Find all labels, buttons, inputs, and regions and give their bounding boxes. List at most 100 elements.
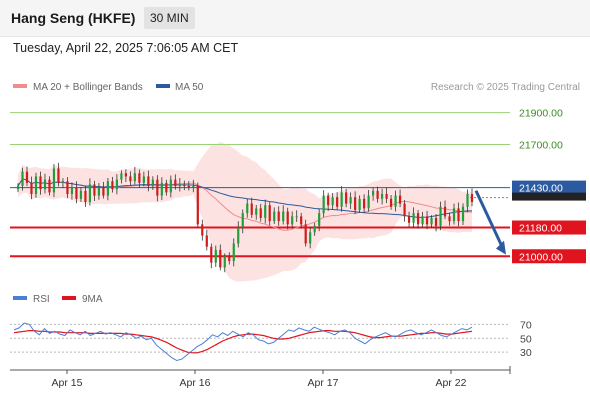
candle-body [25, 171, 29, 183]
candle-body [398, 195, 402, 204]
candle-body [309, 232, 312, 244]
candle-body [421, 216, 424, 225]
candle-body [394, 195, 397, 207]
candle-body [349, 197, 352, 204]
candle-body [363, 198, 366, 209]
candle-body [196, 186, 199, 225]
level-label-21900.00: 21900.00 [519, 108, 563, 120]
candle-body [286, 211, 289, 225]
last-price-tag [512, 192, 586, 201]
candle-body [97, 187, 101, 196]
timeframe-button[interactable]: 30 MIN [144, 7, 195, 29]
ma20-legend-swatch [13, 84, 27, 88]
rsi-legend-label: RSI [33, 294, 50, 305]
candle-body [452, 208, 456, 222]
candle-body [430, 217, 433, 225]
candle-body [448, 216, 451, 222]
level-label-21700.00: 21700.00 [519, 139, 563, 151]
time-tick-label: Apr 16 [180, 377, 211, 389]
candle-body [147, 176, 150, 187]
ma50-legend-label: MA 50 [175, 82, 204, 93]
candle-body [70, 187, 74, 194]
candle-body [457, 208, 460, 222]
candle-body [439, 206, 442, 226]
level-label-21180.00: 21180.00 [519, 223, 562, 235]
level-tag-21000.00 [512, 249, 586, 264]
candle-body [48, 179, 51, 193]
candle-body [416, 213, 420, 225]
candle-body [52, 168, 56, 193]
candle-body [376, 190, 379, 199]
candle-body [79, 190, 83, 199]
candle-body [219, 249, 222, 268]
candle-body [61, 181, 65, 183]
candle-body [345, 192, 348, 204]
candle-body [142, 176, 145, 183]
time-tick-label: Apr 22 [436, 377, 467, 389]
candle-body [358, 198, 361, 210]
candle-body [34, 176, 38, 194]
chart-header: Hang Seng (HKFE) 30 MIN [0, 0, 590, 37]
candle-body [282, 211, 285, 222]
candle-body [106, 181, 110, 196]
candle-body [434, 217, 438, 226]
candle-body [318, 213, 321, 226]
candle-body [380, 193, 384, 199]
rsi-panel: 70 50 30 [10, 319, 532, 362]
candle-body [264, 205, 267, 218]
candle-body [178, 184, 181, 187]
candle-body [201, 224, 204, 236]
level-tag-21180.00 [512, 220, 586, 235]
time-axis: Apr 15 Apr 16 Apr 17 Apr 22 [10, 366, 511, 389]
candle-body [228, 256, 231, 262]
candle-body [151, 179, 154, 187]
candle-body [322, 195, 325, 214]
rsi-level-label-70: 70 [520, 319, 532, 331]
candle-body [277, 211, 280, 222]
candle-body [120, 173, 123, 180]
candle-body [169, 179, 172, 193]
candle-body [210, 246, 213, 263]
candle-body [389, 198, 393, 207]
candle-body [223, 256, 226, 268]
candle-body [174, 179, 177, 187]
candle-body [443, 206, 447, 217]
candle-body [300, 216, 303, 225]
candle-body [246, 203, 249, 214]
candle-body [241, 213, 244, 228]
top-legend: MA 20 + Bollinger Bands MA 50 Research ©… [13, 82, 580, 93]
candle-body [259, 208, 262, 218]
rsi-ma-legend-label: 9MA [82, 294, 103, 305]
candle-body [111, 181, 114, 190]
candle-body [340, 192, 343, 207]
candle-body [232, 243, 235, 262]
candle-body [466, 193, 469, 207]
level-label-21000.00: 21000.00 [519, 251, 563, 263]
candle-body [461, 206, 465, 222]
time-tick-label: Apr 15 [52, 377, 83, 389]
candle-body [331, 197, 334, 206]
candle-body [214, 249, 217, 263]
price-layer: 21900.00 21700.00 21430.00 21180.00 21000.00 [10, 108, 586, 282]
candle-body [66, 181, 69, 194]
candle-body [192, 186, 195, 188]
candle-body [367, 195, 370, 209]
rsi-ma-legend-swatch [62, 296, 76, 300]
instrument-title: Hang Seng (HKFE) [11, 10, 136, 26]
candle-body [187, 186, 190, 188]
ma50-legend-swatch [156, 84, 170, 88]
candle-body [372, 190, 375, 196]
candle-body [291, 216, 294, 225]
timestamp: Tuesday, April 22, 2025 7:06:05 AM CET [13, 41, 239, 55]
level-label-21430.00: 21430.00 [519, 183, 563, 195]
candle-body [75, 187, 78, 199]
candle-body [412, 213, 415, 223]
candle-body [385, 193, 388, 199]
candle-body [336, 197, 339, 207]
candle-body [327, 195, 330, 206]
candle-body [403, 203, 406, 217]
level-tag-21430.00 [512, 180, 586, 195]
candle-body [268, 205, 271, 222]
candle-body [129, 176, 132, 182]
